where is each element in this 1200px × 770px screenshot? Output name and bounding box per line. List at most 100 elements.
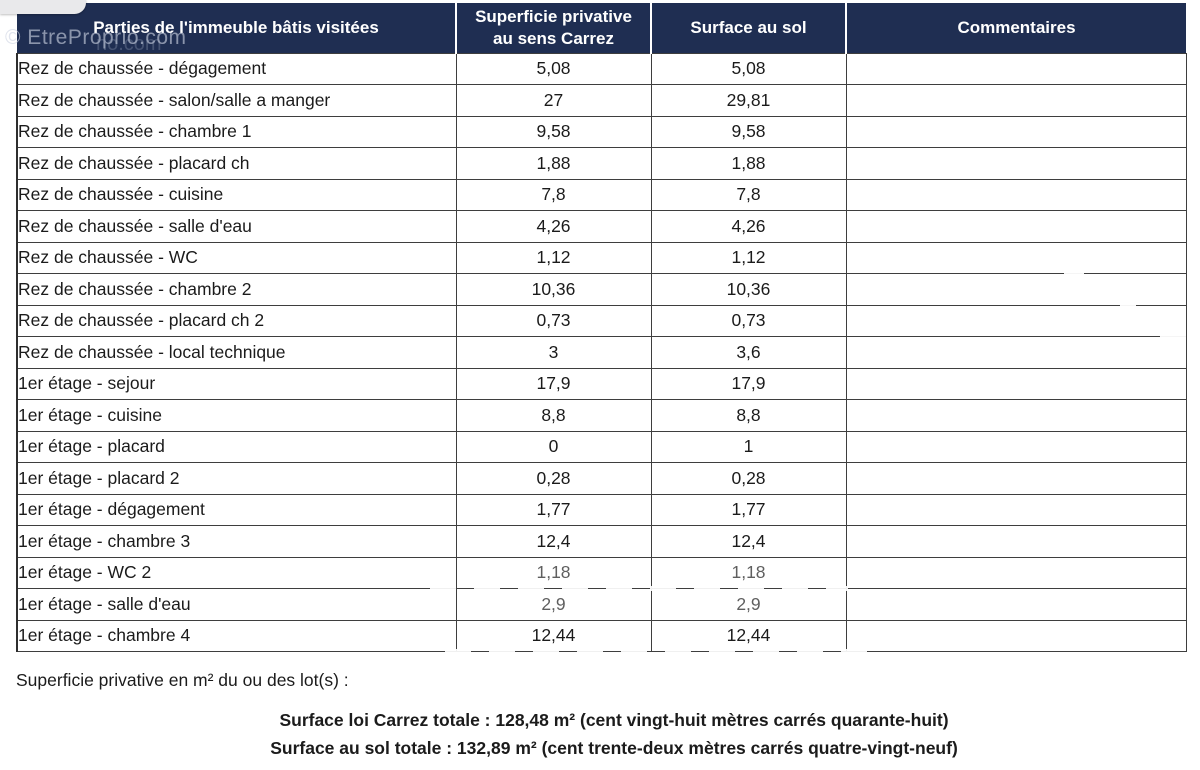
cell-room-label: 1er étage - salle d'eau (16, 588, 457, 621)
cell-comment (845, 462, 1187, 495)
col-header-parties: Parties de l'immeuble bâtis visitées (17, 3, 456, 53)
cell-comment (845, 115, 1187, 148)
cell-comment (845, 84, 1187, 117)
table-row: 1er étage - salle d'eau 2,9 2,9 (16, 588, 1187, 621)
cell-carrez-value: 1,12 (455, 241, 652, 274)
cell-comment (845, 178, 1187, 211)
table-row: Rez de chaussée - cuisine 7,8 7,8 (16, 178, 1187, 211)
watermark-nick (1120, 302, 1136, 307)
cell-carrez-value: 5,08 (455, 52, 652, 85)
summary-totals: Surface loi Carrez totale : 128,48 m² (c… (16, 706, 1200, 762)
cell-sol-value: 7,8 (650, 178, 847, 211)
cell-room-label: Rez de chaussée - chambre 1 (16, 115, 457, 148)
cell-comment (845, 493, 1187, 526)
cell-carrez-value: 9,58 (455, 115, 652, 148)
cell-sol-value: 9,58 (650, 115, 847, 148)
cell-comment (845, 273, 1187, 306)
cell-sol-value: 29,81 (650, 84, 847, 117)
cell-comment (845, 556, 1187, 589)
table-row: Rez de chaussée - placard ch 2 0,73 0,73 (16, 304, 1187, 337)
cell-sol-value: 10,36 (650, 273, 847, 306)
table-row: 1er étage - chambre 3 12,4 12,4 (16, 525, 1187, 558)
cell-carrez-value: 1,18 (455, 556, 652, 589)
cell-comment (845, 430, 1187, 463)
cell-sol-value: 1 (650, 430, 847, 463)
cell-carrez-value: 4,26 (455, 210, 652, 243)
cell-sol-value: 2,9 (650, 588, 847, 621)
cell-carrez-value: 1,77 (455, 493, 652, 526)
table-row: Rez de chaussée - WC 1,12 1,12 (16, 241, 1187, 274)
watermark-ghost-text: no.com (96, 33, 162, 55)
carrez-total-line: Surface loi Carrez totale : 128,48 m² (c… (279, 710, 949, 730)
cell-room-label: 1er étage - cuisine (16, 399, 457, 432)
table-row: 1er étage - dégagement 1,77 1,77 (16, 493, 1187, 526)
cell-sol-value: 17,9 (650, 367, 847, 400)
cell-room-label: 1er étage - chambre 3 (16, 525, 457, 558)
cell-room-label: Rez de chaussée - placard ch (16, 147, 457, 180)
cell-sol-value: 0,73 (650, 304, 847, 337)
cell-comment (845, 399, 1187, 432)
table-row: Rez de chaussée - placard ch 1,88 1,88 (16, 147, 1187, 180)
cell-comment (845, 52, 1187, 85)
cell-sol-value: 8,8 (650, 399, 847, 432)
cell-carrez-value: 2,9 (455, 588, 652, 621)
table-row: Rez de chaussée - local technique 3 3,6 (16, 336, 1187, 369)
cell-room-label: 1er étage - chambre 4 (16, 619, 457, 652)
cell-room-label: Rez de chaussée - dégagement (16, 52, 457, 85)
table-header-row: Parties de l'immeuble bâtis visitées Sup… (17, 3, 1186, 53)
cell-sol-value: 1,88 (650, 147, 847, 180)
watermark-nick (1064, 271, 1084, 276)
table-body: Rez de chaussée - dégagement 5,08 5,08 R… (16, 52, 1187, 652)
col-header-surface-sol: Surface au sol (650, 3, 846, 53)
cell-room-label: Rez de chaussée - WC (16, 241, 457, 274)
cell-comment (845, 336, 1187, 369)
cell-room-label: Rez de chaussée - chambre 2 (16, 273, 457, 306)
cell-carrez-value: 0,28 (455, 462, 652, 495)
cell-room-label: 1er étage - placard 2 (16, 462, 457, 495)
cell-sol-value: 1,18 (650, 556, 847, 589)
cell-sol-value: 12,44 (650, 619, 847, 652)
cell-sol-value: 0,28 (650, 462, 847, 495)
cell-carrez-value: 3 (455, 336, 652, 369)
table-row: Rez de chaussée - dégagement 5,08 5,08 (16, 52, 1187, 85)
cropped-tab-fragment: . . . (0, 0, 86, 14)
cell-carrez-value: 27 (455, 84, 652, 117)
cell-carrez-value: 7,8 (455, 178, 652, 211)
cell-room-label: Rez de chaussée - salle d'eau (16, 210, 457, 243)
table-row: 1er étage - chambre 4 12,44 12,44 (16, 619, 1187, 652)
cell-carrez-value: 8,8 (455, 399, 652, 432)
cell-sol-value: 5,08 (650, 52, 847, 85)
table-row: 1er étage - WC 2 1,18 1,18 (16, 556, 1187, 589)
watermark-dash-line (430, 586, 848, 591)
table-row: 1er étage - cuisine 8,8 8,8 (16, 399, 1187, 432)
table-row: Rez de chaussée - salle d'eau 4,26 4,26 (16, 210, 1187, 243)
cell-room-label: 1er étage - sejour (16, 367, 457, 400)
cell-comment (845, 304, 1187, 337)
cell-room-label: Rez de chaussée - local technique (16, 336, 457, 369)
cropped-tab-text-fragment: . . . (10, 0, 59, 1)
cell-carrez-value: 12,44 (455, 619, 652, 652)
summary-intro-text: Superficie privative en m² du ou des lot… (16, 670, 349, 690)
table-row: 1er étage - placard 0 1 (16, 430, 1187, 463)
cell-carrez-value: 0 (455, 430, 652, 463)
cell-comment (845, 367, 1187, 400)
watermark-nick (1160, 334, 1186, 339)
cell-room-label: 1er étage - WC 2 (16, 556, 457, 589)
cell-room-label: 1er étage - dégagement (16, 493, 457, 526)
cell-carrez-value: 12,4 (455, 525, 652, 558)
cell-carrez-value: 17,9 (455, 367, 652, 400)
cell-comment (845, 525, 1187, 558)
cell-comment (845, 147, 1187, 180)
table-row: Rez de chaussée - salon/salle a manger 2… (16, 84, 1187, 117)
cell-sol-value: 1,12 (650, 241, 847, 274)
cell-sol-value: 3,6 (650, 336, 847, 369)
cell-carrez-value: 0,73 (455, 304, 652, 337)
table-row: Rez de chaussée - chambre 2 10,36 10,36 (16, 273, 1187, 306)
cell-sol-value: 1,77 (650, 493, 847, 526)
col-header-carrez: Superficie privative au sens Carrez (455, 3, 651, 53)
watermark-text: © EtreProprio.com (5, 26, 187, 49)
table-row: 1er étage - placard 2 0,28 0,28 (16, 462, 1187, 495)
cell-carrez-value: 10,36 (455, 273, 652, 306)
cell-room-label: 1er étage - placard (16, 430, 457, 463)
carrez-measurement-table: Parties de l'immeuble bâtis visitées Sup… (16, 3, 1187, 652)
